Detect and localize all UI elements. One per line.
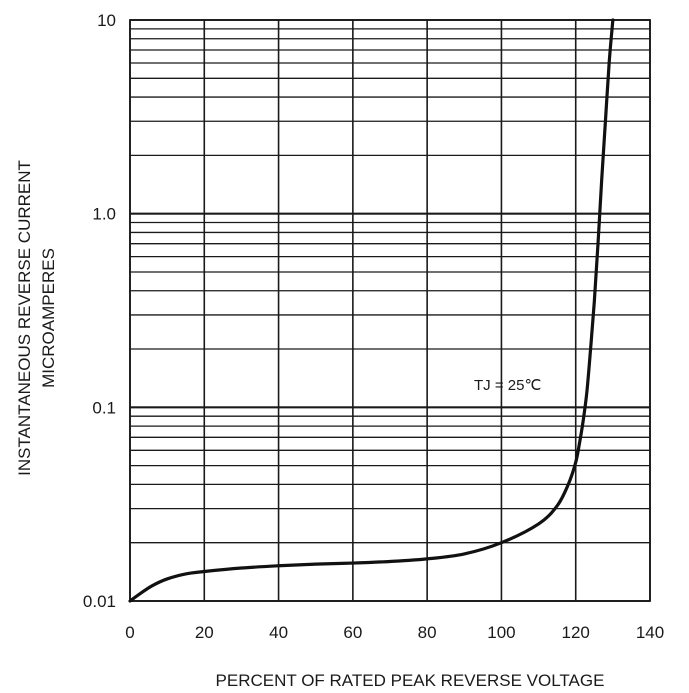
x-tick-label: 20	[195, 623, 214, 642]
x-tick-label: 60	[343, 623, 362, 642]
curve-layer	[128, 18, 615, 603]
y-tick-label: 0.01	[83, 592, 116, 611]
x-tick-label: 140	[636, 623, 664, 642]
x-tick-labels: 0 20 40 60 80 100 120 140	[125, 623, 664, 642]
x-tick-label: 0	[125, 623, 134, 642]
x-tick-label: 40	[269, 623, 288, 642]
y-tick-label: 0.1	[92, 398, 116, 417]
x-tick-label: 120	[562, 623, 590, 642]
temperature-annotation: TJ = 25℃	[474, 377, 541, 394]
y-tick-label: 1.0	[92, 205, 116, 224]
x-tick-label: 100	[487, 623, 515, 642]
x-axis-title: PERCENT OF RATED PEAK REVERSE VOLTAGE	[216, 671, 605, 690]
reverse-current-curve	[128, 18, 615, 603]
y-axis-title-line2: MICROAMPERES	[39, 248, 58, 388]
grid	[129, 19, 651, 602]
y-tick-label: 10	[97, 11, 116, 30]
y-tick-labels: 0.01 0.1 1.0 10	[83, 11, 116, 611]
y-axis-title-line1: INSTANTANEOUS REVERSE CURRENT	[15, 160, 34, 476]
plot-border	[129, 19, 651, 602]
x-tick-label: 80	[418, 623, 437, 642]
